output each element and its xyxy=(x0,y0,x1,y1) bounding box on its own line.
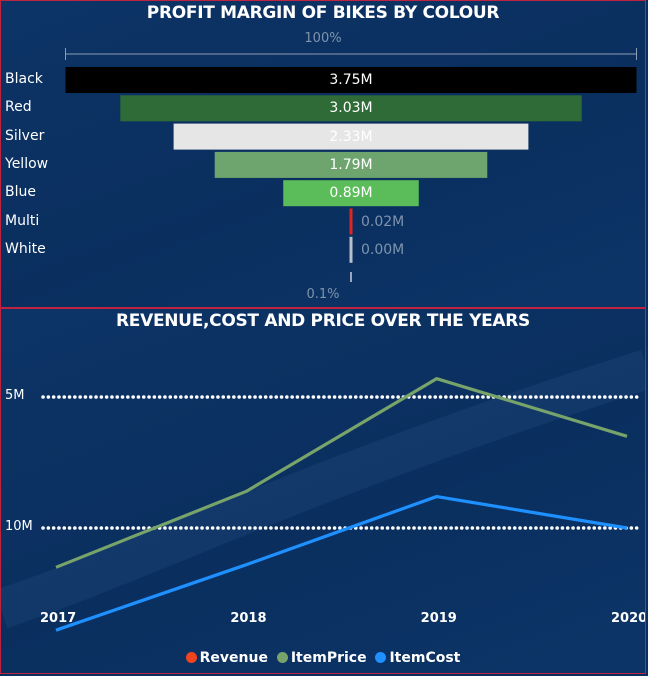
line-chart-title: REVENUE,COST AND PRICE OVER THE YEARS xyxy=(115,311,530,331)
funnel-top-percent: 100% xyxy=(304,31,342,46)
funnel-category-yellow: Yellow xyxy=(5,155,49,172)
legend-label-itemprice: ItemPrice xyxy=(290,650,367,666)
legend-label-itemcost: ItemCost xyxy=(389,650,461,666)
funnel-category-black: Black xyxy=(5,71,43,87)
funnel-category-white: White xyxy=(5,240,46,257)
line-chart-svg xyxy=(1,349,645,632)
funnel-bar-red xyxy=(120,95,582,122)
line-chart-panel: REVENUE,COST AND PRICE OVER THE YEARS 10… xyxy=(0,308,646,674)
funnel-value-blue: 0.89M xyxy=(329,185,373,202)
x-tick-label-2018: 2018 xyxy=(230,611,267,626)
funnel-value-white: 0.00M xyxy=(361,241,405,258)
funnel-category-silver: Silver xyxy=(5,127,45,144)
funnel-bar-yellow xyxy=(214,151,488,178)
funnel-bar-silver xyxy=(173,123,529,150)
funnel-category-blue: Blue xyxy=(5,184,36,201)
funnel-chart-svg xyxy=(65,48,637,282)
legend-label-revenue: Revenue xyxy=(199,650,268,666)
x-tick-label-2019: 2019 xyxy=(420,611,457,626)
legend-item-itemprice[interactable]: ItemPrice xyxy=(276,650,367,666)
legend-item-revenue[interactable]: Revenue xyxy=(185,650,268,666)
series-line-itemcost xyxy=(55,494,628,632)
y-tick-label-5: 10M xyxy=(5,519,33,534)
funnel-value-multi: 0.02M xyxy=(361,213,405,230)
funnel-category-multi: Multi xyxy=(5,212,40,229)
x-tick-label-2020: 2020 xyxy=(611,611,646,626)
background-streak xyxy=(1,349,645,628)
y-tick-label-10: 5M xyxy=(5,388,25,403)
funnel-bar-blue xyxy=(283,180,419,207)
series-line-itemprice xyxy=(55,377,628,569)
funnel-value-yellow: 1.79M xyxy=(329,156,373,173)
funnel-value-black: 3.75M xyxy=(329,72,373,88)
funnel-bar-white xyxy=(349,236,353,263)
legend-item-itemcost[interactable]: ItemCost xyxy=(375,650,460,666)
legend-dot-itemcost xyxy=(375,652,387,663)
funnel-chart-title: PROFIT MARGIN OF BIKES BY COLOUR xyxy=(146,3,500,23)
funnel-bottom-percent: 0.1% xyxy=(306,287,340,302)
legend-dot-revenue xyxy=(185,652,197,663)
funnel-chart-panel: PROFIT MARGIN OF BIKES BY COLOUR 100% Bl… xyxy=(0,0,646,308)
funnel-bar-black xyxy=(65,67,637,93)
funnel-category-red: Red xyxy=(5,99,32,116)
chart-legend: Revenue ItemPrice ItemCost xyxy=(1,650,645,666)
legend-dot-itemprice xyxy=(276,652,288,663)
funnel-bar-multi xyxy=(349,208,353,235)
funnel-value-red: 3.03M xyxy=(329,100,373,117)
funnel-value-silver: 2.33M xyxy=(329,128,373,145)
x-tick-label-2017: 2017 xyxy=(40,611,77,626)
